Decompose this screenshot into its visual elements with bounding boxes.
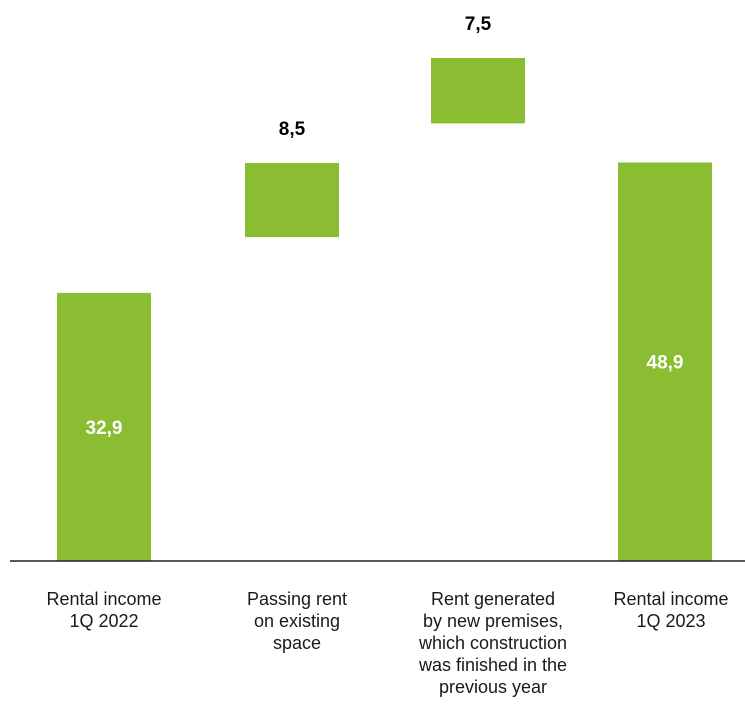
bar-1 (57, 292, 151, 561)
bar-3 (431, 58, 525, 124)
bar-4 (618, 162, 712, 561)
category-label-rental-income-1q-2022: Rental income 1Q 2022 (46, 589, 162, 631)
category-label-rental-income-1q-2023: Rental income 1Q 2023 (613, 589, 729, 631)
category-label-new-premises-rent: Rent generated by new premises, which co… (418, 589, 568, 697)
value-label-bar-1: 32,9 (86, 418, 123, 439)
value-label-bar-3: 7,5 (465, 14, 492, 35)
value-label-bar-4: 48,9 (647, 353, 684, 374)
bar-2 (245, 163, 339, 238)
value-label-bar-2: 8,5 (279, 119, 306, 140)
bars-layer (57, 58, 712, 561)
category-label-passing-rent: Passing rent on existing space (246, 589, 348, 653)
value-labels-layer: 32,9 8,5 7,5 48,9 (86, 14, 684, 439)
